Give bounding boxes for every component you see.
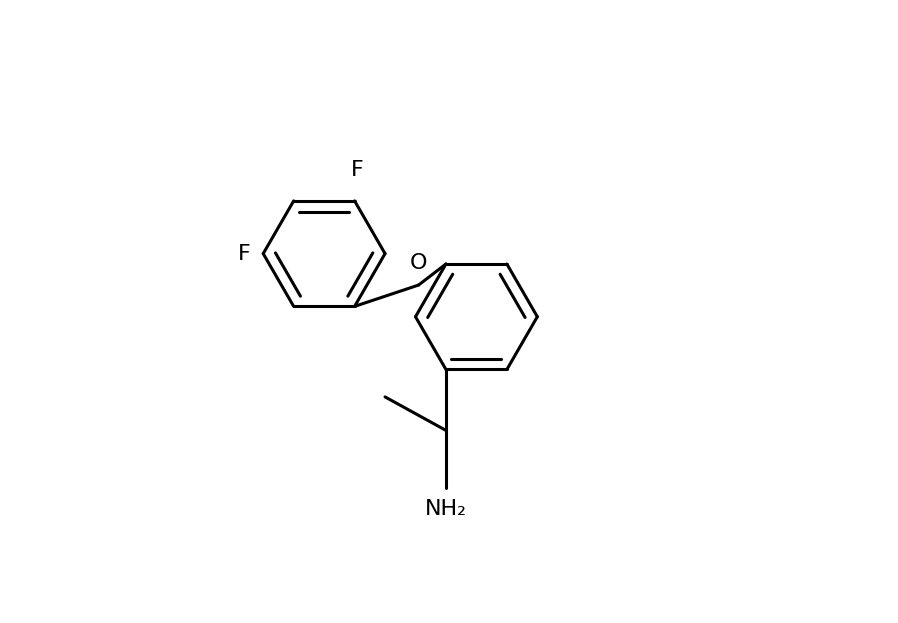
- Text: NH₂: NH₂: [425, 499, 467, 519]
- Text: F: F: [351, 159, 364, 179]
- Text: O: O: [409, 253, 427, 273]
- Text: F: F: [238, 244, 251, 264]
